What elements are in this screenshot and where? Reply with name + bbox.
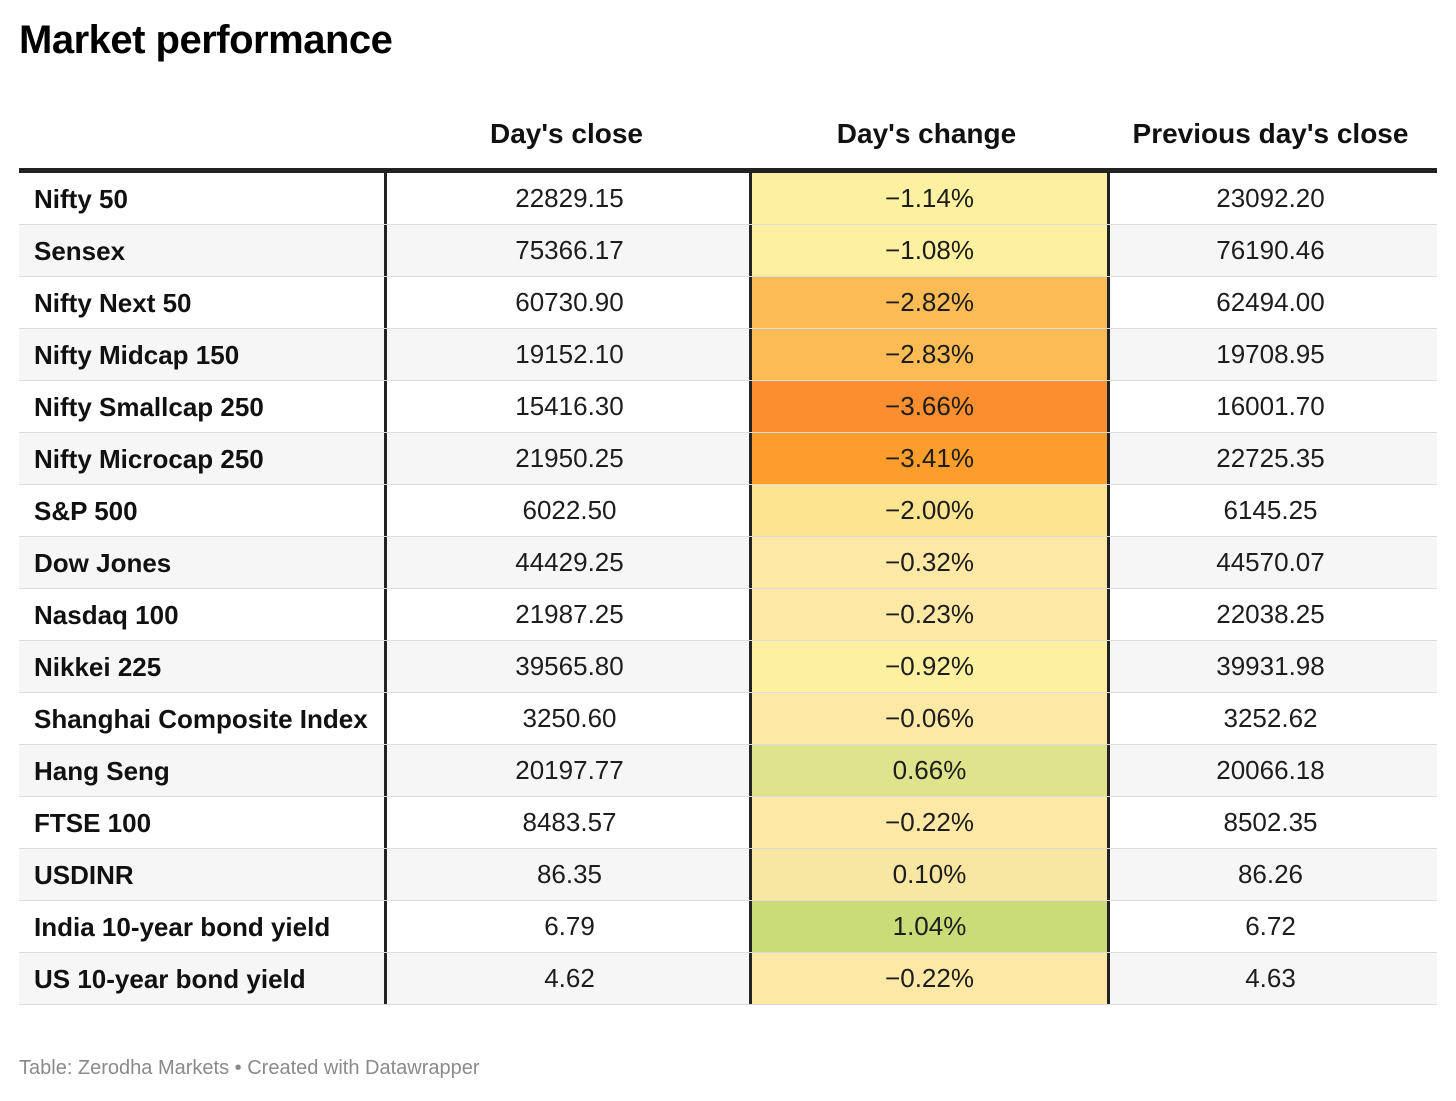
table-row: Shanghai Composite Index 3250.60 −0.06% 325… — [19, 693, 1437, 745]
days-change-value: −0.92% — [749, 641, 1110, 692]
previous-close-value: 39931.98 — [1216, 651, 1325, 681]
table-row: Nifty Microcap 250 21950.25 −3.41% 22725.35 — [19, 433, 1437, 485]
previous-close-value: 6.72 — [1245, 911, 1296, 941]
table-row: Sensex 75366.17 −1.08% 76190.46 — [19, 225, 1437, 277]
previous-close-value: 76190.46 — [1216, 235, 1325, 265]
previous-close-value: 19708.95 — [1216, 339, 1325, 369]
row-name: Sensex — [34, 235, 126, 266]
days-close-value: 15416.30 — [384, 381, 752, 432]
row-name: Nifty Midcap 150 — [34, 339, 240, 370]
market-table: Day's close Day's change Previous day's … — [19, 110, 1437, 1005]
page-title: Market performance — [19, 18, 393, 62]
table-row: Dow Jones 44429.25 −0.32% 44570.07 — [19, 537, 1437, 589]
row-name: Nifty 50 — [34, 183, 128, 214]
row-name: Nifty Next 50 — [34, 287, 192, 318]
days-close-value: 21987.25 — [384, 589, 752, 640]
days-close-value: 44429.25 — [384, 537, 752, 588]
previous-close-value: 86.26 — [1237, 859, 1304, 889]
days-close-value: 22829.15 — [384, 173, 752, 224]
days-change-value: −2.00% — [749, 485, 1110, 536]
days-close-value: 6022.50 — [384, 485, 752, 536]
days-close-value: 20197.77 — [384, 745, 752, 796]
previous-close-value: 3252.62 — [1223, 703, 1318, 733]
previous-close-value: 44570.07 — [1216, 547, 1325, 577]
table-row: Hang Seng 20197.77 0.66% 20066.18 — [19, 745, 1437, 797]
row-name: Hang Seng — [34, 755, 170, 786]
table-row: USDINR 86.35 0.10% 86.26 — [19, 849, 1437, 901]
previous-close-value: 22038.25 — [1216, 599, 1325, 629]
header-days-close: Day's close — [490, 118, 643, 149]
days-close-value: 75366.17 — [384, 225, 752, 276]
days-close-value: 86.35 — [384, 849, 752, 900]
days-change-value: −0.06% — [749, 693, 1110, 744]
table-row: Nifty 50 22829.15 −1.14% 23092.20 — [19, 173, 1437, 225]
row-name: US 10-year bond yield — [34, 963, 306, 994]
table-row: FTSE 100 8483.57 −0.22% 8502.35 — [19, 797, 1437, 849]
days-close-value: 8483.57 — [384, 797, 752, 848]
row-name: Nasdaq 100 — [34, 599, 179, 630]
row-name: India 10-year bond yield — [34, 911, 331, 942]
table-row: Nifty Smallcap 250 15416.30 −3.66% 16001.70 — [19, 381, 1437, 433]
days-change-value: −0.23% — [749, 589, 1110, 640]
previous-close-value: 62494.00 — [1216, 287, 1325, 317]
table-row: Nikkei 225 39565.80 −0.92% 39931.98 — [19, 641, 1437, 693]
days-change-value: −1.08% — [749, 225, 1110, 276]
table-row: Nifty Next 50 60730.90 −2.82% 62494.00 — [19, 277, 1437, 329]
days-close-value: 19152.10 — [384, 329, 752, 380]
days-change-value: 1.04% — [749, 901, 1110, 952]
days-change-value: 0.66% — [749, 745, 1110, 796]
days-change-value: −2.82% — [749, 277, 1110, 328]
days-close-value: 39565.80 — [384, 641, 752, 692]
days-close-value: 21950.25 — [384, 433, 752, 484]
table-row: Nasdaq 100 21987.25 −0.23% 22038.25 — [19, 589, 1437, 641]
table-row: S&P 500 6022.50 −2.00% 6145.25 — [19, 485, 1437, 537]
table-row: Nifty Midcap 150 19152.10 −2.83% 19708.95 — [19, 329, 1437, 381]
days-change-value: −2.83% — [749, 329, 1110, 380]
table-header: Day's close Day's change Previous day's … — [19, 110, 1437, 173]
row-name: Dow Jones — [34, 547, 172, 578]
row-name: Shanghai Composite Index — [34, 703, 368, 734]
previous-close-value: 23092.20 — [1216, 183, 1325, 213]
days-close-value: 3250.60 — [384, 693, 752, 744]
days-close-value: 60730.90 — [384, 277, 752, 328]
days-close-value: 4.62 — [384, 953, 752, 1004]
row-name: Nikkei 225 — [34, 651, 162, 682]
days-change-value: −3.41% — [749, 433, 1110, 484]
days-change-value: −1.14% — [749, 173, 1110, 224]
header-days-change: Day's change — [836, 118, 1017, 149]
previous-close-value: 20066.18 — [1216, 755, 1325, 785]
previous-close-value: 4.63 — [1245, 963, 1296, 993]
previous-close-value: 6145.25 — [1223, 495, 1318, 525]
row-name: FTSE 100 — [34, 807, 152, 838]
header-previous-close: Previous day's close — [1132, 118, 1409, 149]
table-row: US 10-year bond yield 4.62 −0.22% 4.63 — [19, 953, 1437, 1005]
row-name: USDINR — [34, 859, 134, 890]
days-close-value: 6.79 — [384, 901, 752, 952]
days-change-value: 0.10% — [749, 849, 1110, 900]
days-change-value: −0.22% — [749, 797, 1110, 848]
row-name: S&P 500 — [34, 495, 138, 526]
days-change-value: −3.66% — [749, 381, 1110, 432]
row-name: Nifty Microcap 250 — [34, 443, 264, 474]
source-footer: Table: Zerodha Markets • Created with Da… — [19, 1057, 480, 1079]
days-change-value: −0.22% — [749, 953, 1110, 1004]
table-row: India 10-year bond yield 6.79 1.04% 6.72 — [19, 901, 1437, 953]
table-body: Nifty 50 22829.15 −1.14% 23092.20 Sensex 7536… — [19, 173, 1437, 1005]
previous-close-value: 22725.35 — [1216, 443, 1325, 473]
row-name: Nifty Smallcap 250 — [34, 391, 264, 422]
previous-close-value: 16001.70 — [1216, 391, 1325, 421]
days-change-value: −0.32% — [749, 537, 1110, 588]
previous-close-value: 8502.35 — [1223, 807, 1318, 837]
